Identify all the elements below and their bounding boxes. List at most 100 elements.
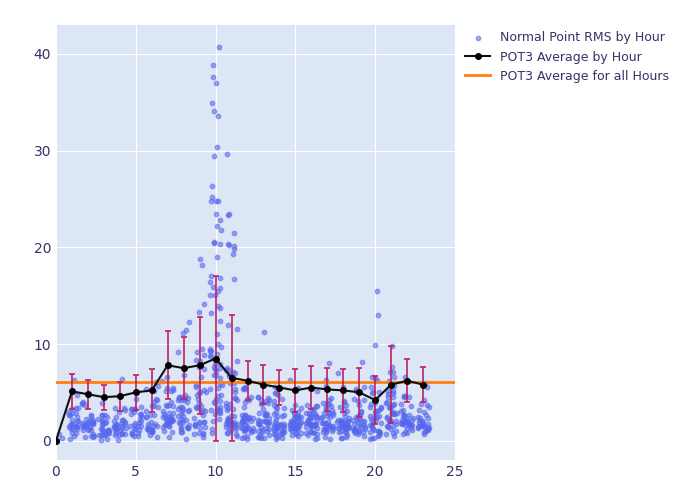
Normal Point RMS by Hour <box>276 412 287 420</box>
Normal Point RMS by Hour <box>206 308 217 316</box>
Normal Point RMS by Hour <box>317 418 328 426</box>
Normal Point RMS by Hour <box>71 424 83 432</box>
Normal Point RMS by Hour <box>258 434 269 442</box>
Normal Point RMS by Hour <box>228 378 239 386</box>
Normal Point RMS by Hour <box>390 417 401 425</box>
Normal Point RMS by Hour <box>223 416 234 424</box>
Normal Point RMS by Hour <box>229 242 240 250</box>
POT3 Average by Hour <box>68 388 76 394</box>
Normal Point RMS by Hour <box>216 380 228 388</box>
Normal Point RMS by Hour <box>183 406 195 414</box>
Normal Point RMS by Hour <box>211 252 223 260</box>
Normal Point RMS by Hour <box>206 193 218 201</box>
POT3 Average by Hour <box>387 382 395 388</box>
Normal Point RMS by Hour <box>367 373 378 381</box>
Normal Point RMS by Hour <box>194 418 205 426</box>
Normal Point RMS by Hour <box>210 210 221 218</box>
Normal Point RMS by Hour <box>247 414 258 422</box>
Normal Point RMS by Hour <box>223 429 234 437</box>
Normal Point RMS by Hour <box>206 100 218 108</box>
Normal Point RMS by Hour <box>415 400 426 408</box>
Normal Point RMS by Hour <box>402 416 413 424</box>
Normal Point RMS by Hour <box>272 412 283 420</box>
Normal Point RMS by Hour <box>389 432 400 440</box>
Normal Point RMS by Hour <box>116 416 127 424</box>
Normal Point RMS by Hour <box>320 418 331 426</box>
Normal Point RMS by Hour <box>269 423 280 431</box>
Normal Point RMS by Hour <box>367 420 378 428</box>
Normal Point RMS by Hour <box>146 426 158 434</box>
Normal Point RMS by Hour <box>204 348 216 356</box>
Normal Point RMS by Hour <box>72 413 83 421</box>
POT3 Average by Hour <box>84 392 92 398</box>
Normal Point RMS by Hour <box>252 392 263 400</box>
Normal Point RMS by Hour <box>342 406 353 414</box>
Normal Point RMS by Hour <box>412 423 423 431</box>
Normal Point RMS by Hour <box>320 406 331 413</box>
POT3 Average by Hour <box>307 384 316 390</box>
Normal Point RMS by Hour <box>371 287 382 295</box>
Normal Point RMS by Hour <box>413 406 424 414</box>
Normal Point RMS by Hour <box>327 426 338 434</box>
Normal Point RMS by Hour <box>143 423 154 431</box>
Normal Point RMS by Hour <box>97 412 108 420</box>
Normal Point RMS by Hour <box>99 410 110 418</box>
Normal Point RMS by Hour <box>352 430 363 438</box>
Normal Point RMS by Hour <box>194 398 205 406</box>
Normal Point RMS by Hour <box>172 412 183 420</box>
Normal Point RMS by Hour <box>268 397 279 405</box>
Normal Point RMS by Hour <box>239 398 251 406</box>
Normal Point RMS by Hour <box>340 412 351 420</box>
Normal Point RMS by Hour <box>334 423 345 431</box>
Normal Point RMS by Hour <box>197 261 208 269</box>
Normal Point RMS by Hour <box>97 426 108 434</box>
POT3 Average by Hour <box>116 393 124 399</box>
Normal Point RMS by Hour <box>290 430 302 438</box>
Normal Point RMS by Hour <box>374 426 385 434</box>
Normal Point RMS by Hour <box>270 434 281 442</box>
Normal Point RMS by Hour <box>221 428 232 436</box>
Normal Point RMS by Hour <box>197 430 209 438</box>
Normal Point RMS by Hour <box>150 395 162 403</box>
Normal Point RMS by Hour <box>206 198 217 205</box>
Normal Point RMS by Hour <box>270 414 281 422</box>
Normal Point RMS by Hour <box>420 378 431 386</box>
Normal Point RMS by Hour <box>134 410 146 418</box>
Normal Point RMS by Hour <box>209 238 220 246</box>
Normal Point RMS by Hour <box>423 426 434 434</box>
Normal Point RMS by Hour <box>213 197 224 205</box>
Normal Point RMS by Hour <box>419 408 430 416</box>
Normal Point RMS by Hour <box>175 425 186 433</box>
Normal Point RMS by Hour <box>253 419 264 427</box>
Normal Point RMS by Hour <box>135 412 146 420</box>
Normal Point RMS by Hour <box>209 106 220 114</box>
Normal Point RMS by Hour <box>323 420 335 428</box>
Normal Point RMS by Hour <box>239 386 251 394</box>
Normal Point RMS by Hour <box>118 404 130 412</box>
Normal Point RMS by Hour <box>230 430 241 438</box>
Normal Point RMS by Hour <box>360 423 371 431</box>
Normal Point RMS by Hour <box>369 340 380 348</box>
Normal Point RMS by Hour <box>104 429 115 437</box>
Normal Point RMS by Hour <box>424 424 435 432</box>
Normal Point RMS by Hour <box>371 376 382 384</box>
Normal Point RMS by Hour <box>208 398 219 406</box>
Normal Point RMS by Hour <box>272 433 283 441</box>
Normal Point RMS by Hour <box>237 411 248 419</box>
Normal Point RMS by Hour <box>384 378 395 386</box>
Normal Point RMS by Hour <box>278 426 289 434</box>
Normal Point RMS by Hour <box>349 429 360 437</box>
Normal Point RMS by Hour <box>290 418 301 426</box>
Normal Point RMS by Hour <box>401 426 412 434</box>
Normal Point RMS by Hour <box>401 414 412 422</box>
Normal Point RMS by Hour <box>366 422 377 430</box>
Normal Point RMS by Hour <box>358 421 370 429</box>
Normal Point RMS by Hour <box>336 416 347 424</box>
POT3 Average by Hour <box>211 356 220 362</box>
Normal Point RMS by Hour <box>338 418 349 426</box>
Normal Point RMS by Hour <box>246 428 257 436</box>
POT3 Average by Hour <box>323 386 332 392</box>
Normal Point RMS by Hour <box>259 418 270 426</box>
Normal Point RMS by Hour <box>421 424 433 432</box>
Normal Point RMS by Hour <box>356 408 367 416</box>
